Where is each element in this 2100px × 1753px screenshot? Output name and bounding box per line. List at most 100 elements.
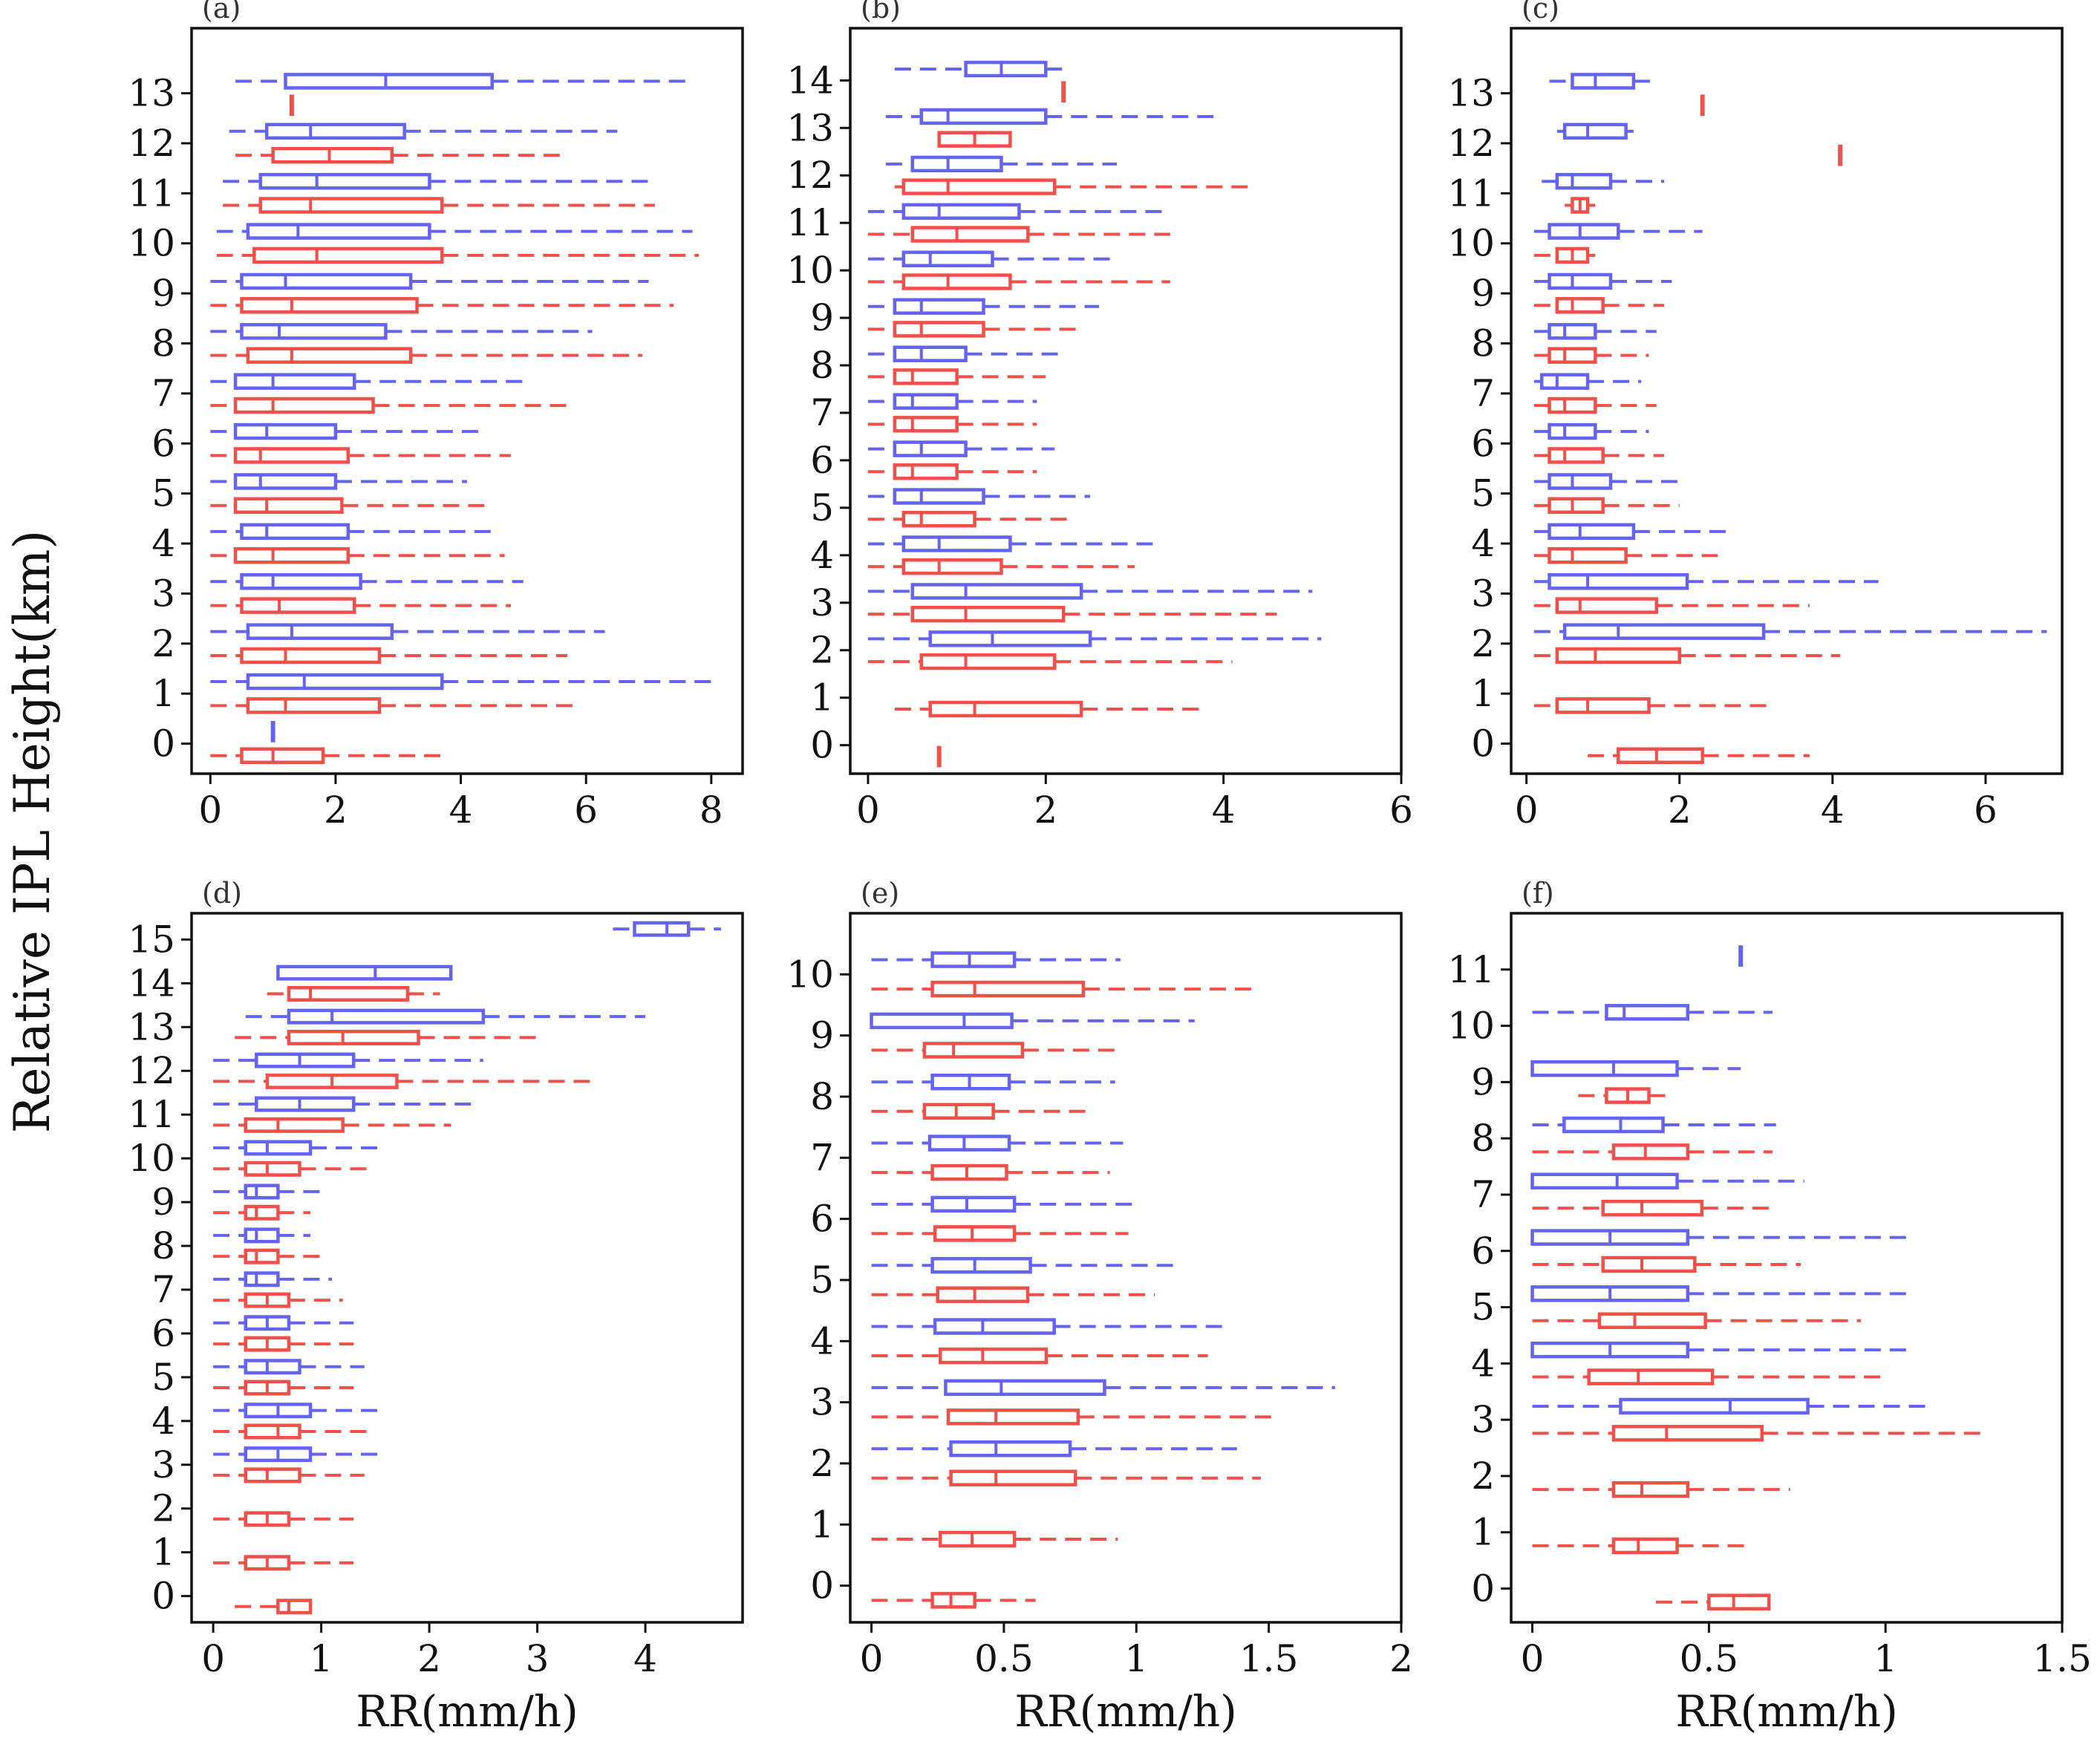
box-red-h5 [210, 497, 486, 515]
iqr-box [930, 1195, 1017, 1213]
box-red-h3 [867, 605, 1277, 623]
y-tick-label: 5 [1471, 1286, 1495, 1329]
box-blue-h9 [213, 1184, 322, 1200]
y-tick-label: 9 [151, 272, 175, 315]
box-blue-h3 [867, 583, 1313, 600]
iqr-box [946, 1408, 1080, 1426]
iqr-box [1548, 473, 1613, 490]
y-tick-label: 13 [128, 72, 175, 115]
iqr-box [893, 393, 959, 410]
x-tick-label: 0.5 [974, 1637, 1034, 1680]
y-tick-label: 0 [810, 724, 834, 767]
y-tick-label: 4 [151, 522, 175, 565]
x-axis-label: RR(mm/h) [356, 1686, 578, 1737]
box-red-h1 [213, 1555, 354, 1571]
box-red-h0 [235, 1599, 313, 1615]
iqr-box [284, 73, 494, 90]
y-tick-label: 3 [810, 1381, 834, 1424]
box-red-h5 [1532, 1312, 1861, 1329]
iqr-box [949, 1440, 1072, 1457]
iqr-box [927, 1135, 1011, 1152]
iqr-box [1555, 697, 1651, 714]
box-blue-h12 [1556, 123, 1634, 140]
iqr-box [893, 488, 985, 505]
iqr-box [949, 1469, 1077, 1486]
y-tick-label: 0 [151, 722, 175, 765]
box-red-h0 [210, 747, 449, 764]
box-red-h1 [1532, 1537, 1748, 1555]
iqr-box [276, 964, 453, 981]
iqr-box [1611, 1537, 1679, 1555]
plot-frame [849, 27, 1403, 775]
box-blue-h13 [245, 1008, 646, 1025]
y-tick-label: 1 [1471, 1511, 1495, 1554]
y-tick-label: 10 [1447, 1005, 1495, 1048]
iqr-box [893, 440, 968, 457]
x-tick-label: 4 [633, 1637, 657, 1680]
y-tick-label: 2 [810, 629, 834, 672]
box-red-h8 [1533, 347, 1649, 364]
box-blue-h5 [210, 473, 467, 490]
box-red-h10 [867, 273, 1170, 290]
box-blue-h9 [870, 1012, 1195, 1030]
box-red-h2 [1533, 647, 1841, 665]
box-blue-h10 [216, 223, 693, 240]
x-tick-label: 1 [1124, 1637, 1148, 1680]
iqr-box [1548, 223, 1620, 240]
iqr-box [1548, 272, 1613, 290]
box-blue-h6 [1530, 1229, 1911, 1246]
iqr-box [930, 1256, 1032, 1274]
box-blue-h13 [235, 73, 687, 90]
box-blue-h8 [1532, 1116, 1776, 1134]
iqr-box [919, 653, 1057, 670]
iqr-box [939, 1347, 1049, 1365]
box-red-h7 [1533, 396, 1657, 414]
iqr-box [893, 321, 985, 338]
y-tick-label: 9 [151, 1181, 175, 1224]
iqr-box [233, 546, 350, 564]
box-red-h0 [871, 1592, 1036, 1609]
box-blue-h3 [1533, 573, 1879, 590]
y-tick-label: 5 [810, 486, 834, 529]
box-red-h1 [210, 697, 574, 714]
box-blue-h7 [867, 393, 1037, 410]
box-blue-h8 [867, 345, 1064, 362]
box-blue-h8 [213, 1227, 311, 1244]
y-tick-label: 10 [1447, 222, 1495, 265]
iqr-box [287, 1008, 486, 1025]
box-red-h10 [213, 1160, 376, 1177]
iqr-box [244, 1423, 301, 1440]
x-tick-label: 2 [1034, 789, 1057, 832]
box-red-h7 [871, 1163, 1110, 1181]
iqr-box [1539, 373, 1590, 390]
x-tick-label: 2 [324, 789, 348, 832]
box-red-h2 [213, 1511, 354, 1527]
iqr-box [633, 921, 691, 937]
iqr-box [910, 583, 1083, 600]
iqr-box [870, 1012, 1014, 1030]
box-red-h6 [867, 463, 1037, 480]
box-red-h10 [1533, 247, 1596, 264]
box-blue-h4 [210, 523, 499, 541]
iqr-box [246, 347, 413, 364]
box-red-h5 [867, 511, 1073, 528]
iqr-box [933, 1318, 1056, 1335]
iqr-box [244, 1227, 280, 1244]
x-tick-label: 0 [1521, 1637, 1545, 1680]
y-tick-label: 10 [786, 249, 834, 292]
y-tick-label: 6 [1471, 422, 1495, 465]
iqr-box [893, 368, 959, 385]
y-tick-label: 2 [1471, 1455, 1495, 1498]
box-red-h3 [871, 1408, 1272, 1426]
iqr-box [930, 951, 1017, 968]
iqr-box [240, 272, 413, 290]
box-red-h5 [213, 1380, 354, 1396]
box-blue-h4 [871, 1318, 1224, 1335]
y-tick-label: 8 [151, 1224, 175, 1267]
box-red-h5 [871, 1286, 1155, 1303]
box-red-h12 [213, 1073, 592, 1089]
x-tick-label: 1 [1874, 1637, 1897, 1680]
